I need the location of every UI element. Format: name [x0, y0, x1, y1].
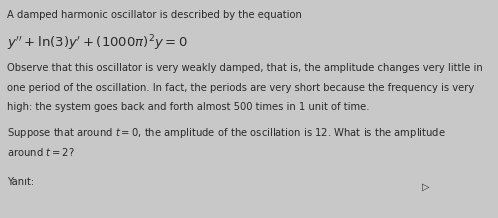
Text: Suppose that around $t = 0$, the amplitude of the oscillation is 12. What is the: Suppose that around $t = 0$, the amplitu… [7, 126, 446, 140]
Text: Yanıt:: Yanıt: [7, 177, 34, 187]
Text: one period of the oscillation. In fact, the periods are very short because the f: one period of the oscillation. In fact, … [7, 83, 475, 93]
Text: around $t = 2$?: around $t = 2$? [7, 146, 75, 158]
Text: A damped harmonic oscillator is described by the equation: A damped harmonic oscillator is describe… [7, 10, 302, 20]
Text: $y'' + \ln(3)y' + (1000\pi)^2y = 0$: $y'' + \ln(3)y' + (1000\pi)^2y = 0$ [7, 34, 188, 53]
Text: $\rhd$: $\rhd$ [421, 181, 430, 193]
Text: Observe that this oscillator is very weakly damped, that is, the amplitude chang: Observe that this oscillator is very wea… [7, 63, 483, 73]
Text: high: the system goes back and forth almost 500 times in 1 unit of time.: high: the system goes back and forth alm… [7, 102, 370, 112]
